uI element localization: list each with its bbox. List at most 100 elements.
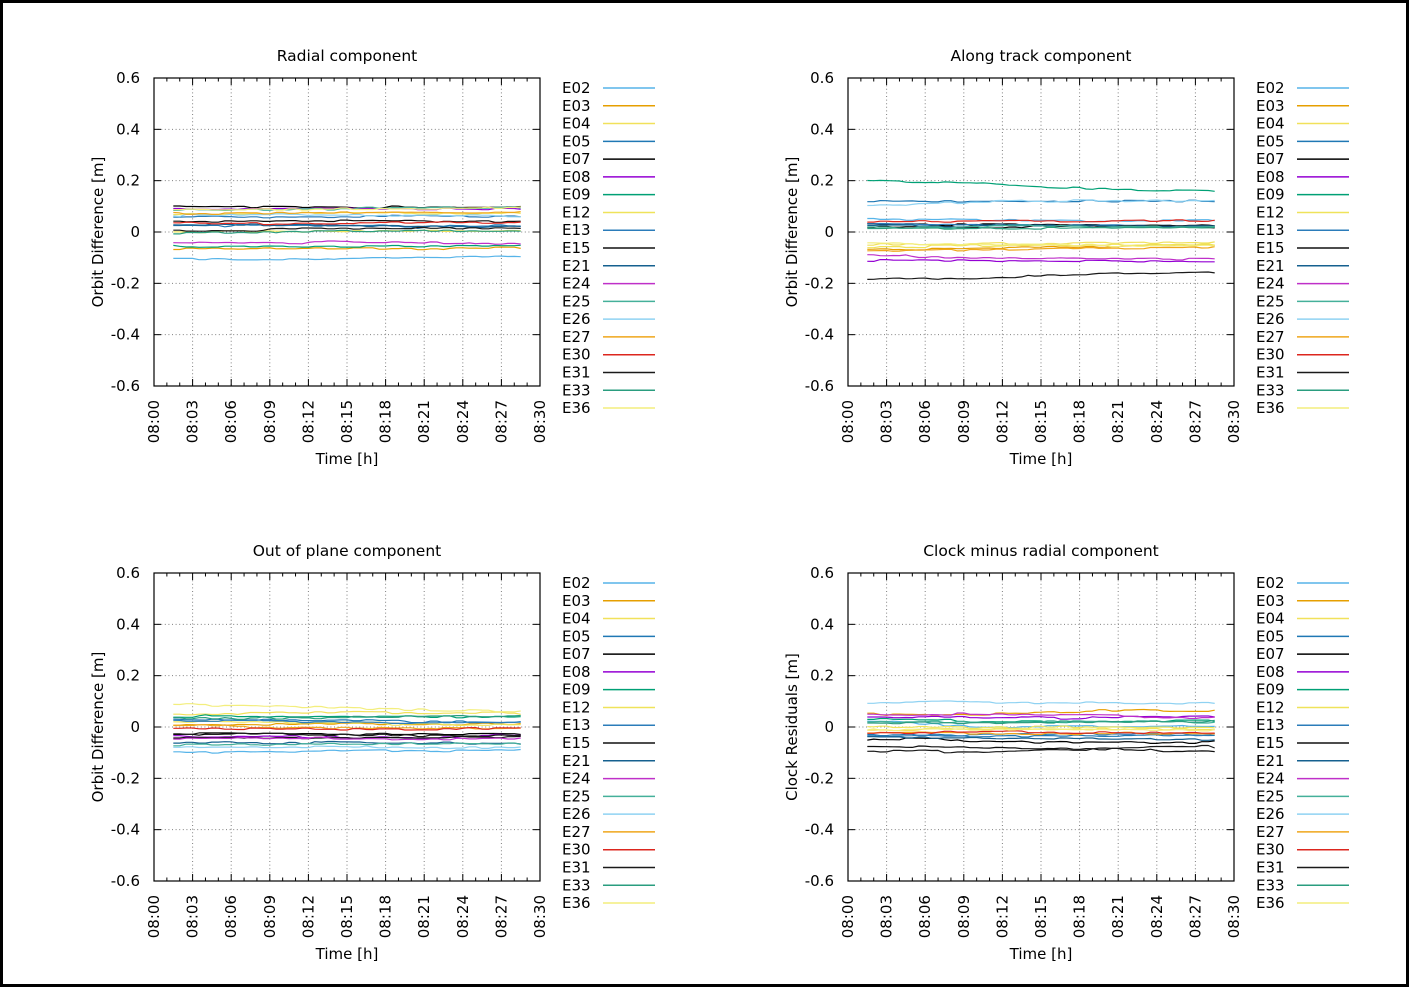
y-axis-title: Orbit Difference [m]: [89, 652, 107, 803]
panel-title: Clock minus radial component: [923, 542, 1159, 560]
legend-item: E03: [562, 592, 655, 610]
legend-item: E27: [562, 328, 655, 346]
series-E31: [867, 271, 1215, 280]
legend-item: E04: [562, 115, 655, 133]
legend-item: E26: [1256, 310, 1349, 328]
legend-label: E36: [1256, 894, 1285, 912]
legend-label: E27: [562, 328, 591, 346]
y-tick-label: 0.4: [810, 615, 834, 633]
panel-title: Out of plane component: [253, 542, 442, 560]
ticks: [847, 77, 1235, 387]
x-tick-label: 08:09: [261, 400, 279, 443]
y-tick-label: -0.2: [805, 769, 834, 787]
series-E09: [867, 179, 1215, 192]
x-tick-label: 08:24: [1148, 400, 1166, 443]
legend-item: E02: [1256, 79, 1349, 97]
series-E30: [173, 221, 521, 226]
series-E08: [867, 715, 1215, 720]
legend-label: E36: [562, 399, 591, 417]
series-E02: [173, 255, 521, 261]
x-tick-label: 08:09: [261, 895, 279, 938]
legend-item: E27: [1256, 328, 1349, 346]
x-axis-title: Time [h]: [1009, 450, 1073, 468]
legend-label: E07: [562, 150, 591, 168]
y-tick-label: 0.2: [116, 172, 140, 190]
series-lines: [173, 205, 521, 261]
series-E24: [867, 254, 1215, 261]
series-E33: [867, 226, 1215, 230]
legend-label: E36: [562, 894, 591, 912]
legend-item: E31: [1256, 858, 1349, 876]
series-E15: [173, 219, 521, 223]
legend-label: E27: [562, 823, 591, 841]
legend-item: E27: [1256, 823, 1349, 841]
legend-label: E09: [562, 186, 591, 204]
x-axis-title: Time [h]: [315, 945, 379, 963]
series-E25: [173, 742, 521, 747]
x-tick-label: 08:00: [839, 400, 857, 443]
legend-item: E24: [562, 275, 655, 293]
y-tick-label: -0.4: [111, 326, 140, 344]
legend-item: E08: [1256, 168, 1349, 186]
legend-item: E03: [1256, 97, 1349, 115]
grid: [154, 573, 540, 881]
y-tick-label: -0.4: [805, 326, 834, 344]
series-lines: [867, 700, 1215, 754]
legend-item: E12: [562, 698, 655, 716]
legend-label: E15: [1256, 239, 1285, 257]
legend-item: E31: [562, 858, 655, 876]
x-tick-label: 08:27: [492, 895, 510, 938]
legend-label: E31: [1256, 363, 1285, 381]
series-E12: [867, 725, 1215, 729]
orbit-clock-comparison-figure: Radial component Time [h] Orbit Difference…: [89, 47, 1349, 963]
legend-item: E13: [1256, 221, 1349, 239]
legend-item: E24: [562, 770, 655, 788]
series-E12: [867, 243, 1215, 249]
x-tick-label: 08:27: [492, 400, 510, 443]
legend-item: E25: [1256, 787, 1349, 805]
series-E36: [173, 206, 521, 211]
legend-label: E30: [1256, 841, 1285, 859]
y-tick-label: 0.4: [810, 120, 834, 138]
series-E15: [867, 745, 1215, 753]
legend-item: E13: [1256, 716, 1349, 734]
y-tick-label: 0.6: [810, 69, 834, 87]
y-axis-title: Clock Residuals [m]: [783, 653, 801, 801]
legend-label: E21: [562, 257, 591, 275]
y-tick-label: 0: [130, 223, 140, 241]
grid: [848, 573, 1234, 881]
x-tick-label: 08:00: [145, 895, 163, 938]
legend-item: E02: [1256, 574, 1349, 592]
series-E26: [173, 213, 521, 218]
x-axis-title: Time [h]: [1009, 945, 1073, 963]
y-tick-label: 0.6: [810, 564, 834, 582]
x-tick-label: 08:18: [1071, 400, 1089, 443]
legend-item: E12: [1256, 698, 1349, 716]
legend-label: E05: [1256, 132, 1285, 150]
legend-item: E07: [1256, 150, 1349, 168]
legend-item: E12: [562, 203, 655, 221]
legend-item: E25: [562, 787, 655, 805]
legend-item: E08: [562, 663, 655, 681]
legend-item: E15: [562, 239, 655, 257]
x-tick-label: 08:24: [454, 400, 472, 443]
legend-item: E27: [562, 823, 655, 841]
legend-label: E05: [1256, 627, 1285, 645]
legend-label: E03: [1256, 592, 1285, 610]
x-tick-label: 08:30: [1225, 895, 1243, 938]
legend-item: E30: [562, 346, 655, 364]
legend: E02E03E04E05E07E08E09E12E13E15E21E24E25E…: [562, 79, 655, 417]
x-tick-label: 08:30: [531, 895, 549, 938]
x-tick-label: 08:12: [993, 895, 1011, 938]
legend-item: E04: [1256, 610, 1349, 628]
legend-item: E26: [1256, 805, 1349, 823]
legend-item: E15: [562, 734, 655, 752]
legend-item: E33: [562, 876, 655, 894]
legend-item: E26: [562, 310, 655, 328]
y-tick-label: -0.6: [111, 377, 140, 395]
y-tick-label: 0.4: [116, 120, 140, 138]
x-tick-label: 08:06: [916, 400, 934, 443]
series-E02: [173, 748, 521, 754]
legend-label: E07: [1256, 150, 1285, 168]
legend-label: E02: [562, 574, 591, 592]
